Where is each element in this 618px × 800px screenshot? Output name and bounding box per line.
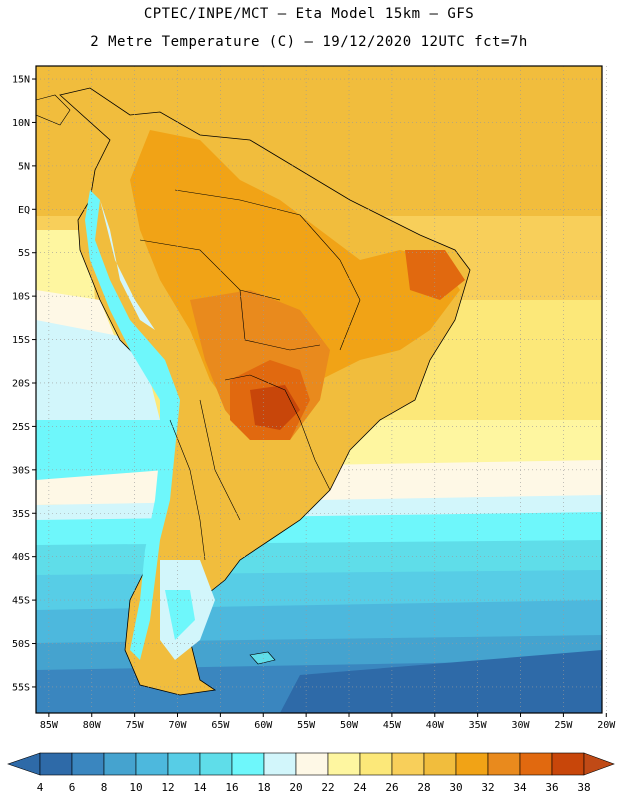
colorbar-tick-label: 20: [289, 781, 302, 794]
colorbar-swatch: [391, 752, 425, 776]
colorbar-tick-label: 6: [69, 781, 76, 794]
lon-tick-label: 35W: [469, 720, 488, 731]
colorbar-swatch: [135, 752, 169, 776]
colorbar-tick-label: 24: [353, 781, 367, 794]
lat-tick-label: 40S: [12, 552, 30, 563]
colorbar-swatch: [455, 752, 489, 776]
colorbar-tick-label: 34: [513, 781, 527, 794]
lat-tick-label: 30S: [12, 465, 30, 476]
lat-tick-label: 35S: [12, 509, 30, 520]
lat-tick-label: 10N: [12, 118, 30, 129]
colorbar: 4 6 8 10 12 14 16 18 20 22 24 26 28 30 32 34 36 38: [7, 752, 615, 794]
colorbar-tick-label: 4: [37, 781, 44, 794]
colorbar-tick-label: 28: [417, 781, 430, 794]
colorbar-high-arrow: [583, 752, 615, 776]
colorbar-swatch: [39, 752, 73, 776]
lon-tick-label: 60W: [254, 720, 273, 731]
chart-title-line1: CPTEC/INPE/MCT – Eta Model 15km – GFS: [143, 6, 475, 22]
lat-tick-label: EQ: [18, 205, 30, 216]
chart-title-line2: 2 Metre Temperature (C) – 19/12/2020 12U…: [90, 34, 528, 50]
lat-tick-label: 50S: [12, 639, 30, 650]
colorbar-swatch: [487, 752, 521, 776]
temperature-field: [36, 66, 602, 713]
colorbar-swatch: [263, 752, 297, 776]
lon-tick-label: 55W: [297, 720, 316, 731]
colorbar-swatch: [519, 752, 553, 776]
lat-tick-label: 20S: [12, 378, 30, 389]
colorbar-swatch: [103, 752, 137, 776]
lat-tick-label: 25S: [12, 422, 30, 433]
lat-tick-label: 10S: [12, 292, 30, 303]
colorbar-swatch: [295, 752, 329, 776]
lon-tick-label: 40W: [426, 720, 445, 731]
longitude-axis: 85W 80W 75W 70W 65W 60W 55W 50W 45W 40W 35W 30W 25W 2…: [40, 713, 616, 731]
colorbar-tick-label: 38: [577, 781, 590, 794]
colorbar-tick-label: 18: [257, 781, 270, 794]
lat-tick-label: 5N: [18, 161, 30, 172]
lon-tick-label: 85W: [40, 720, 59, 731]
colorbar-low-arrow: [7, 752, 41, 776]
colorbar-swatch: [359, 752, 393, 776]
colorbar-tick-label: 14: [193, 781, 207, 794]
map-border: [35, 65, 603, 714]
lon-tick-label: 45W: [383, 720, 402, 731]
colorbar-swatch: [551, 752, 585, 776]
lon-tick-label: 65W: [211, 720, 230, 731]
colorbar-swatch: [327, 752, 361, 776]
colorbar-tick-label: 22: [321, 781, 334, 794]
colorbar-tick-label: 30: [449, 781, 462, 794]
lat-tick-label: 15N: [12, 75, 30, 86]
lat-tick-label: 15S: [12, 335, 30, 346]
latitude-axis: 15N 10N 5N EQ 5S 10S 15S 20S 25S 30S 35S 40S 45S 50S 5…: [12, 75, 36, 693]
lon-tick-label: 30W: [511, 720, 530, 731]
lat-tick-label: 55S: [12, 682, 30, 693]
colorbar-tick-label: 36: [545, 781, 558, 794]
colorbar-tick-label: 8: [101, 781, 108, 794]
colorbar-swatch: [167, 752, 201, 776]
lon-tick-label: 75W: [126, 720, 145, 731]
lat-tick-label: 45S: [12, 596, 30, 607]
lon-tick-label: 20W: [597, 720, 616, 731]
lon-tick-label: 25W: [554, 720, 573, 731]
colorbar-tick-label: 26: [385, 781, 398, 794]
lon-tick-label: 70W: [168, 720, 187, 731]
colorbar-swatch: [231, 752, 265, 776]
colorbar-tick-label: 32: [481, 781, 494, 794]
colorbar-swatch: [423, 752, 457, 776]
lon-tick-label: 50W: [340, 720, 359, 731]
colorbar-tick-label: 10: [129, 781, 142, 794]
colorbar-tick-label: 12: [161, 781, 174, 794]
colorbar-swatch: [71, 752, 105, 776]
lat-tick-label: 5S: [18, 248, 30, 259]
colorbar-tick-label: 16: [225, 781, 238, 794]
colorbar-swatch: [199, 752, 233, 776]
lon-tick-label: 80W: [83, 720, 102, 731]
